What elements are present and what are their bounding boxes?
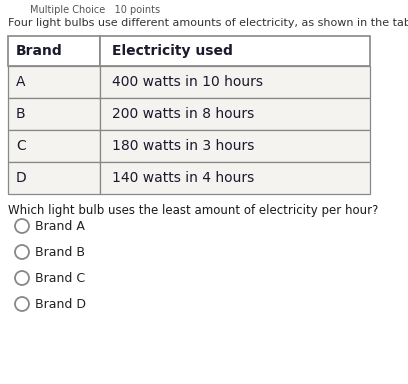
Text: Electricity used: Electricity used [112, 44, 233, 58]
Bar [8, 66, 100, 98]
Text: C: C [16, 139, 26, 153]
Text: 400 watts in 10 hours: 400 watts in 10 hours [112, 75, 263, 89]
Text: Brand D: Brand D [35, 298, 86, 311]
Bar [100, 66, 370, 98]
Text: 140 watts in 4 hours: 140 watts in 4 hours [112, 171, 254, 185]
Text: Brand: Brand [16, 44, 63, 58]
Text: 180 watts in 3 hours: 180 watts in 3 hours [112, 139, 254, 153]
Text: A: A [16, 75, 25, 89]
Bar [8, 98, 100, 130]
Text: B: B [16, 107, 26, 121]
Text: Four light bulbs use different amounts of electricity, as shown in the table: Four light bulbs use different amounts o… [8, 18, 408, 28]
Text: D: D [16, 171, 27, 185]
Text: Brand A: Brand A [35, 220, 85, 232]
Bar [100, 130, 370, 162]
Text: Multiple Choice   10 points: Multiple Choice 10 points [30, 5, 160, 15]
Bar [100, 162, 370, 194]
Text: Which light bulb uses the least amount of electricity per hour?: Which light bulb uses the least amount o… [8, 204, 378, 217]
Text: Brand B: Brand B [35, 245, 85, 258]
Text: Brand C: Brand C [35, 271, 85, 285]
Bar [8, 36, 100, 66]
Bar [8, 162, 100, 194]
Bar [8, 130, 100, 162]
Text: 200 watts in 8 hours: 200 watts in 8 hours [112, 107, 254, 121]
Bar [100, 36, 370, 66]
Bar [100, 98, 370, 130]
